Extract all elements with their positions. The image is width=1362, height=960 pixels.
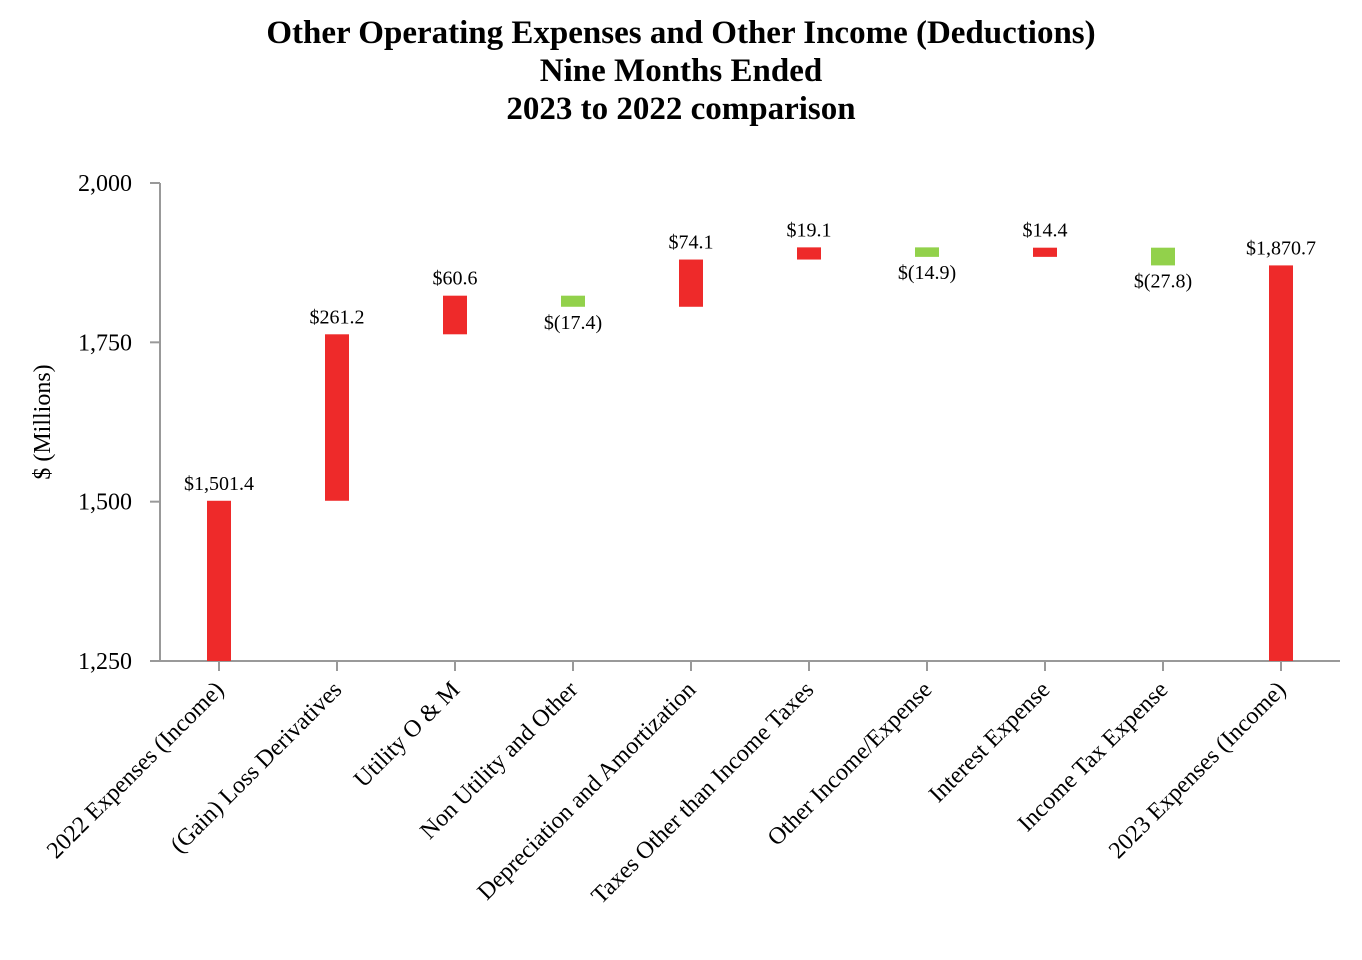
y-tick-label: 2,000 [78,171,132,197]
bar-data-label: $(17.4) [544,312,602,334]
waterfall-bar [443,295,467,335]
x-category-label: Utility O & M [349,677,465,793]
bar-data-label: $(27.8) [1134,270,1192,292]
x-category-label: Depreciation and Amortization [473,677,702,906]
bar-data-label: $261.2 [310,306,365,328]
bar-data-label: $19.1 [787,219,832,241]
x-category-label: Taxes Other than Income Taxes [587,677,819,909]
bar-data-label: $60.6 [433,268,478,290]
waterfall-bar [1269,265,1293,661]
bar-data-label: $1,870.7 [1246,237,1316,259]
waterfall-bar [561,295,585,307]
waterfall-bar [325,334,349,501]
waterfall-bar [1033,247,1057,257]
y-tick-label: 1,750 [78,330,132,356]
waterfall-bar [797,247,821,260]
waterfall-bar [915,247,939,257]
bar-data-label: $(14.9) [898,262,956,284]
chart-title-line-1: Other Operating Expenses and Other Incom… [266,15,1096,51]
chart-title: Other Operating Expenses and Other Incom… [0,14,1362,128]
y-tick-label: 1,250 [78,649,132,675]
bar-data-label: $74.1 [669,232,714,254]
y-axis-title: $ (Millions) [30,364,56,479]
chart-title-line-3: 2023 to 2022 comparison [506,91,856,127]
bars [207,247,1293,661]
waterfall-bar [679,259,703,307]
waterfall-bar [1151,247,1175,266]
waterfall-bar [207,500,231,661]
data-labels: $1,501.4 $261.2 $60.6 $(17.4) $74.1 $19.1 $(14… [184,219,1316,494]
bar-data-label: $14.4 [1023,220,1068,242]
x-category-label: Interest Expense [924,677,1055,808]
chart-title-line-2: Nine Months Ended [539,53,823,89]
bar-data-label: $1,501.4 [184,473,254,495]
y-tick-label: 1,500 [78,490,132,516]
